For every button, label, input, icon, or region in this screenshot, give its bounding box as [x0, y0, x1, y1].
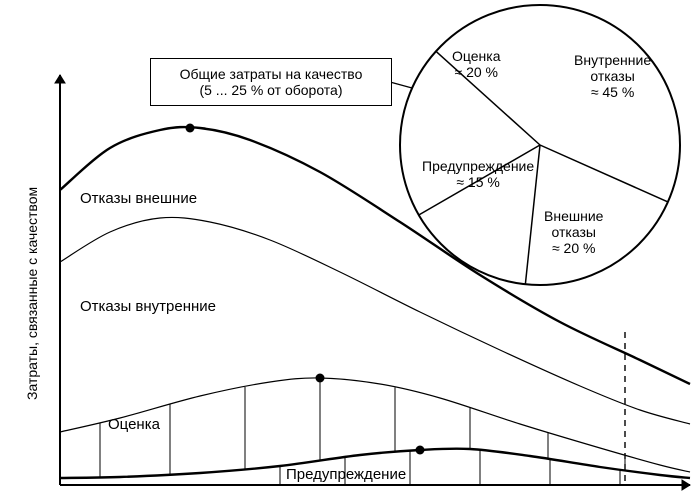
pie-label-appraisal: Оценка≈ 20 %: [452, 48, 501, 80]
curve-dot: [186, 124, 195, 133]
callout-total-cost: Общие затраты на качество(5 ... 25 % от …: [150, 58, 392, 106]
region-label-3: Предупреждение: [286, 466, 406, 483]
region-label-1: Отказы внутренние: [80, 298, 216, 315]
y-axis-label: Затраты, связанные с качеством: [24, 187, 40, 400]
callout-line1: Общие затраты на качество: [151, 66, 391, 82]
pie-label-prevention: Предупреждение≈ 15 %: [422, 158, 534, 190]
pie-label-external: Внешниеотказы≈ 20 %: [544, 208, 603, 256]
callout-line2: (5 ... 25 % от оборота): [151, 82, 391, 98]
region-label-0: Отказы внешние: [80, 190, 197, 207]
pie-label-internal: Внутренниеотказы≈ 45 %: [574, 52, 651, 100]
curve-dot: [416, 446, 425, 455]
callout-connector: [390, 82, 412, 88]
region-label-2: Оценка: [108, 416, 160, 433]
